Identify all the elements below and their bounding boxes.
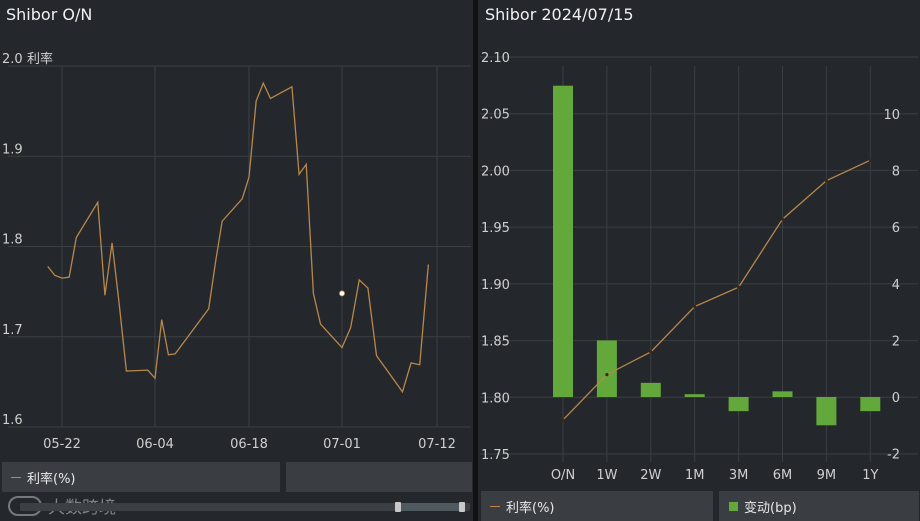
x-tick-label: 9M: [817, 468, 837, 483]
x-tick-label: 06-04: [136, 437, 174, 452]
bar-change: [860, 397, 881, 412]
right-combo-chart[interactable]: 2.10 2.05 2.00 1.95 1.90 1.85 1.80 1.75 10 8 6 4 2 0 -…: [478, 0, 920, 521]
right-legend-bar-label: 变动(bp): [744, 500, 797, 516]
y-right-tick-label: 10: [883, 108, 900, 123]
line-point: [824, 179, 828, 183]
right-legend-line-label: 利率(%): [506, 500, 555, 516]
right-chart-panel: Shibor 2024/07/15 2.10 2.05 2.00 1.95 1.90 1.…: [478, 0, 920, 521]
bar-change: [728, 397, 749, 412]
x-tick-label: 6M: [773, 468, 793, 483]
right-legend-change[interactable]: 变动(bp): [719, 491, 919, 521]
line-point: [693, 304, 697, 309]
y-right-tick-label: 6: [892, 221, 900, 236]
y-tick-label: 2.0: [2, 52, 23, 67]
left-legend[interactable]: 利率(%): [2, 462, 280, 492]
x-tick-label: O/N: [551, 468, 575, 483]
y-tick-label: 1.9: [2, 142, 23, 157]
bar-change: [772, 391, 793, 397]
y-right-tick-label: 8: [892, 165, 900, 180]
series-line-rate: [562, 159, 871, 421]
x-tick-label: 1W: [596, 468, 617, 483]
left-legend-label: 利率(%): [27, 471, 76, 487]
y-right-tick-label: 4: [892, 278, 900, 293]
x-tick-label: 1M: [685, 468, 705, 483]
left-chart-title: Shibor O/N: [6, 5, 93, 24]
bar-change: [816, 397, 837, 426]
legend-bar-swatch: [729, 501, 738, 511]
series-line-rate: [47, 81, 430, 394]
line-point: [868, 158, 872, 162]
y-left-tick-label: 1.90: [481, 278, 510, 293]
x-tick-label: 06-18: [230, 437, 268, 452]
x-tick-label: 07-12: [418, 437, 456, 452]
bar-change: [640, 382, 661, 397]
y-left-tick-label: 2.00: [481, 164, 510, 179]
y-axis-label: 利率: [27, 51, 53, 67]
scroll-handle-left[interactable]: [395, 502, 401, 512]
x-tick-label: 05-22: [43, 437, 81, 452]
y-left-tick-label: 2.05: [481, 108, 510, 123]
x-tick-label: 2W: [640, 468, 661, 483]
date-range-scrollbar[interactable]: [20, 502, 470, 512]
line-point: [737, 285, 741, 289]
x-tick-label: 07-01: [323, 437, 361, 452]
x-tick-label: 3M: [729, 468, 749, 483]
y-right-tick-label: 2: [892, 334, 900, 349]
y-left-tick-label: 2.10: [481, 51, 510, 66]
x-tick-label: 1Y: [862, 468, 878, 483]
y-tick-label: 1.8: [2, 233, 23, 248]
bar-change: [596, 340, 617, 397]
scroll-selected-range[interactable]: [395, 502, 465, 512]
right-chart-title: Shibor 2024/07/15: [485, 5, 634, 24]
highlight-point: [338, 290, 345, 297]
y-tick-label: 1.6: [2, 413, 23, 428]
y-left-tick-label: 1.80: [481, 391, 510, 406]
y-left-tick-label: 1.95: [481, 221, 510, 236]
y-right-tick-label: -2: [887, 448, 900, 463]
scroll-handle-right[interactable]: [459, 502, 465, 512]
line-point: [780, 217, 785, 221]
bar-change: [553, 85, 573, 397]
line-point: [649, 350, 653, 354]
y-tick-label: 1.7: [2, 323, 23, 338]
left-line-chart[interactable]: 2.0 1.9 1.8 1.7 1.6 利率 05-22 06-04 06-18 07-01 07-…: [0, 0, 473, 521]
y-right-tick-label: 0: [892, 391, 900, 406]
right-legend-rate[interactable]: 利率(%): [481, 491, 713, 521]
y-left-tick-label: 1.75: [481, 448, 510, 463]
legend-line-swatch: [11, 476, 21, 478]
left-legend-empty: [286, 462, 472, 492]
left-chart-panel: Shibor O/N 2.0 1.9 1.8 1.7 1.6 利率 05-22 06-04 06…: [0, 0, 473, 521]
legend-line-swatch: [490, 505, 500, 507]
y-left-tick-label: 1.85: [481, 335, 510, 350]
line-point: [561, 418, 565, 422]
bar-change: [684, 394, 705, 397]
line-point: [605, 373, 609, 377]
